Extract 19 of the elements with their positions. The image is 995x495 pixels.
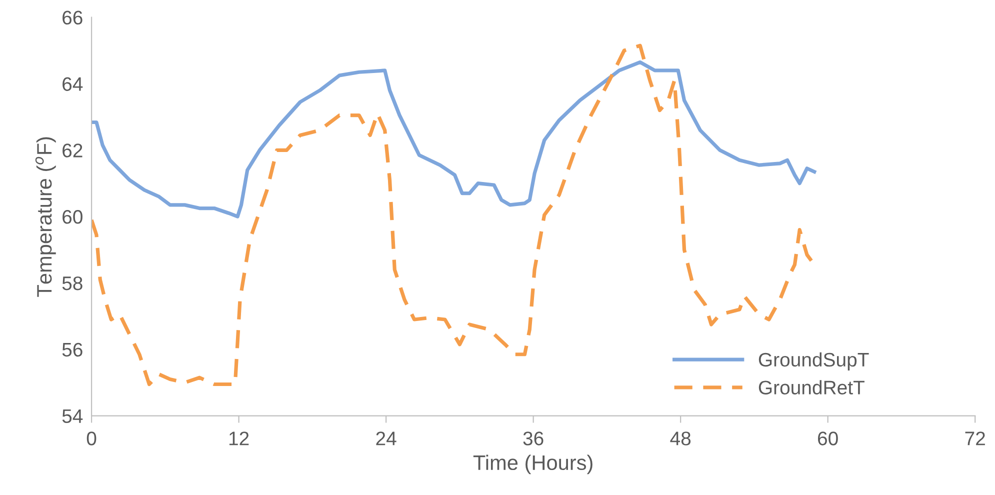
y-tick-label: 66: [62, 10, 82, 25]
y-tick-label: 54: [62, 409, 83, 424]
y-tick-label: 64: [62, 77, 83, 91]
y-tick-label: 56: [62, 342, 82, 357]
x-axis-title: Time (Hours): [473, 454, 592, 474]
y-tick-label: 58: [62, 276, 82, 290]
y-tick-label: 60: [62, 210, 82, 224]
line-series: [92, 60, 816, 218]
x-tick-label: 48: [670, 432, 691, 446]
y-axis-title: Temperature ($^{o}$F): [35, 137, 56, 297]
legend-label: GroundSupT: [758, 352, 869, 370]
x-tick-label: 12: [229, 432, 249, 446]
x-tick-label: 72: [965, 432, 985, 446]
x-tick-label: 0: [86, 432, 96, 446]
legend-label: GroundRetT: [758, 380, 864, 394]
x-tick-label: 24: [376, 432, 396, 446]
x-tick-label: 36: [523, 432, 544, 446]
x-tick-label: 60: [818, 432, 838, 446]
y-tick-label: 62: [62, 144, 82, 158]
